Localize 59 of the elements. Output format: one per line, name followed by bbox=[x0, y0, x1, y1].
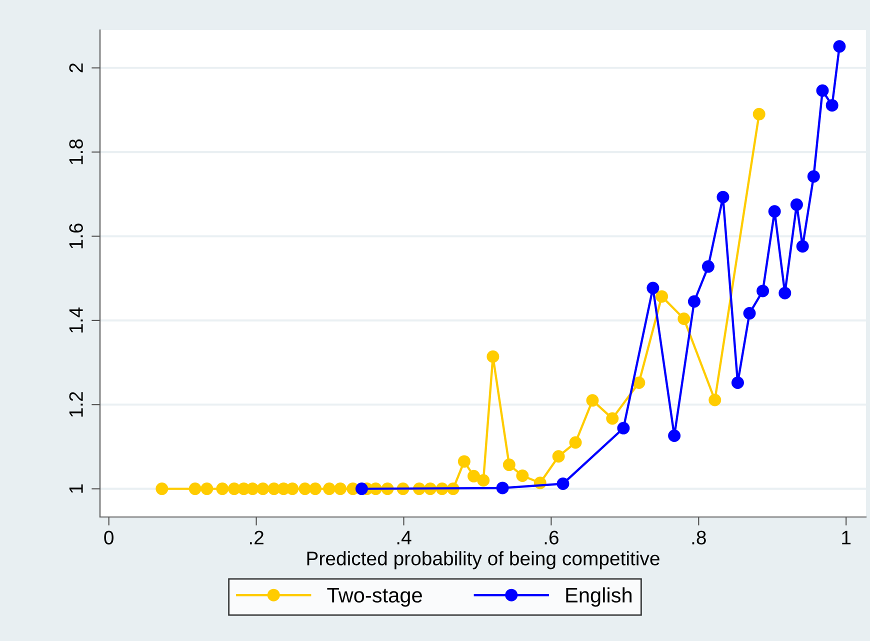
point bbox=[778, 286, 792, 300]
y-tick-label: 1.8 bbox=[69, 139, 83, 164]
point bbox=[688, 295, 700, 308]
point bbox=[756, 284, 770, 298]
point bbox=[702, 260, 714, 273]
point bbox=[334, 482, 347, 496]
point bbox=[298, 482, 312, 496]
point bbox=[656, 290, 668, 303]
point bbox=[731, 376, 744, 389]
point bbox=[552, 450, 565, 463]
point bbox=[502, 458, 516, 472]
y-tick-label: 1 bbox=[69, 484, 83, 493]
point bbox=[646, 282, 660, 294]
point bbox=[486, 350, 500, 363]
legend-label: Two-stage bbox=[327, 588, 422, 607]
point bbox=[309, 482, 322, 496]
legend-label: English bbox=[566, 587, 632, 607]
point bbox=[569, 436, 582, 449]
point bbox=[256, 482, 270, 496]
point bbox=[355, 482, 368, 496]
point bbox=[833, 40, 846, 53]
point bbox=[807, 170, 820, 183]
point bbox=[586, 394, 599, 407]
point bbox=[468, 470, 480, 482]
point bbox=[156, 482, 168, 496]
point bbox=[188, 482, 202, 496]
point bbox=[796, 240, 809, 253]
point bbox=[826, 99, 838, 112]
point bbox=[743, 307, 756, 320]
point bbox=[708, 394, 722, 406]
y-tick-label: 2 bbox=[69, 63, 83, 72]
point bbox=[496, 482, 509, 494]
y-tick-label: 1.6 bbox=[69, 224, 83, 248]
point bbox=[678, 312, 690, 325]
point bbox=[477, 474, 490, 487]
point bbox=[768, 205, 781, 218]
x-axis-title: Predicted probability of being competitive bbox=[307, 551, 660, 570]
point bbox=[790, 198, 803, 211]
x-tick-label: .4 bbox=[397, 530, 412, 544]
y-tick-label: 1.2 bbox=[69, 392, 83, 417]
point bbox=[617, 422, 630, 434]
point bbox=[632, 376, 646, 389]
point bbox=[716, 190, 730, 204]
x-tick-label: .2 bbox=[250, 530, 264, 544]
y-tick-label: 1.4 bbox=[69, 307, 83, 332]
x-tick-label: .6 bbox=[544, 530, 558, 544]
point bbox=[458, 455, 470, 468]
x-tick-label: 0 bbox=[104, 530, 114, 544]
point bbox=[668, 430, 681, 442]
x-tick-label: 1 bbox=[842, 530, 851, 544]
point bbox=[752, 108, 766, 120]
point bbox=[516, 470, 529, 482]
point bbox=[556, 477, 570, 490]
point bbox=[323, 482, 336, 496]
point bbox=[216, 482, 229, 496]
point bbox=[200, 482, 214, 496]
x-tick-label: .8 bbox=[692, 530, 706, 544]
point bbox=[816, 84, 829, 97]
point bbox=[606, 412, 619, 425]
